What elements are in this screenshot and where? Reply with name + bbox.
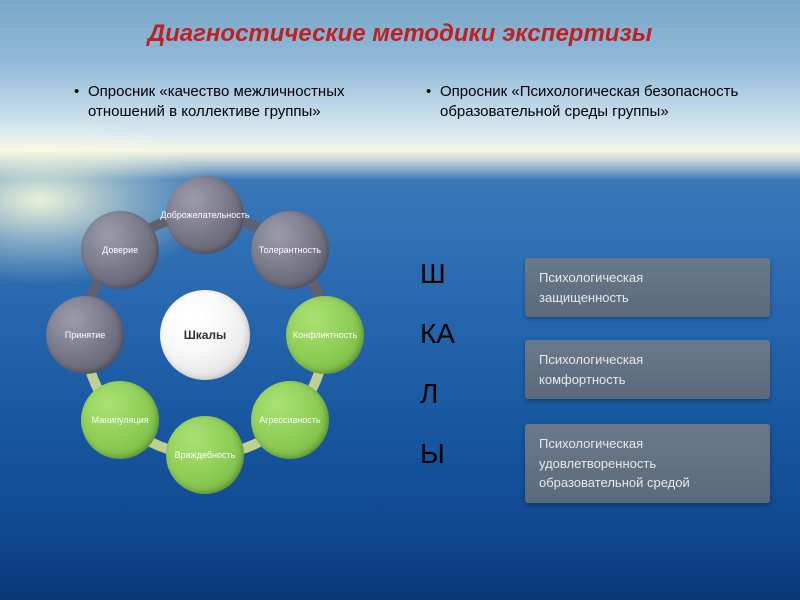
outer-node-0: Доброжелательность: [166, 176, 244, 254]
ring-arc-7: [151, 221, 168, 228]
outer-node-1: Толерантность: [251, 211, 329, 289]
left-bullet: Опросник «качество межличностных отношен…: [88, 82, 348, 123]
circle-diagram: Шкалы ДоброжелательностьТолерантностьКон…: [30, 160, 380, 510]
scale-box-2: Психологическаяудовлетворенностьобразова…: [525, 424, 770, 503]
title-text: Диагностические методики экспертизы: [148, 20, 652, 47]
ring-arc-6: [91, 281, 98, 298]
outer-node-5: Манипуляция: [81, 381, 159, 459]
ring-arc-3: [242, 442, 259, 449]
scale-box-0: Психологическаязащищенность: [525, 258, 770, 317]
scales-letter-2: Л: [420, 380, 455, 408]
outer-node-7: Доверие: [81, 211, 159, 289]
center-label: Шкалы: [184, 328, 227, 342]
ring-arc-1: [312, 281, 319, 298]
ring-arc-2: [312, 372, 319, 389]
scale-box-1: Психологическаякомфортность: [525, 340, 770, 399]
scales-letter-1: КА: [420, 320, 455, 348]
outer-node-6: Принятие: [46, 296, 124, 374]
center-node: Шкалы: [160, 290, 250, 380]
scales-header: Ш КА Л Ы: [420, 260, 455, 500]
outer-node-3: Агрессивность: [251, 381, 329, 459]
scales-letter-3: Ы: [420, 440, 455, 468]
right-bullet: Опросник «Психологическая безопасность о…: [440, 82, 740, 123]
outer-node-4: Враждебность: [166, 416, 244, 494]
outer-node-2: Конфликтность: [286, 296, 364, 374]
scales-letter-0: Ш: [420, 260, 455, 288]
slide-title: Диагностические методики экспертизы: [0, 20, 800, 48]
ring-arc-4: [151, 442, 168, 449]
